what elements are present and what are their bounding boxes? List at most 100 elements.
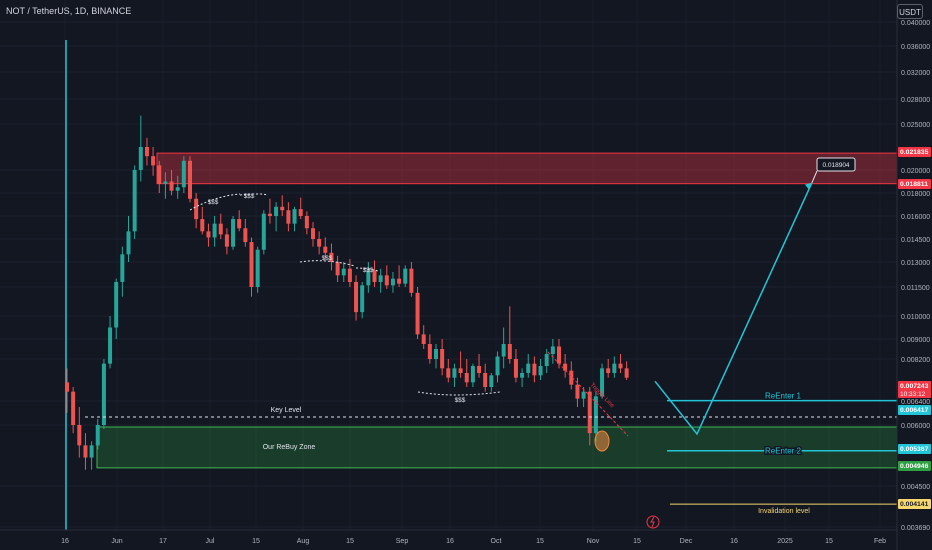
- target-connector: [811, 170, 818, 183]
- y-tick-label: 0.013000: [901, 260, 930, 267]
- candle-body: [397, 278, 402, 284]
- candle-body: [126, 231, 131, 255]
- candle-body: [520, 373, 525, 378]
- candle-body: [286, 210, 291, 224]
- liquidity-label: $$$: [322, 255, 333, 262]
- invalidation-label: Invalidation level: [758, 508, 810, 515]
- candle-body: [280, 206, 285, 211]
- candle-body: [71, 391, 76, 425]
- price-tag: [898, 499, 931, 509]
- candle-body: [144, 147, 149, 157]
- price-tag: [898, 444, 931, 454]
- candle-body: [427, 344, 432, 359]
- candle-body: [550, 346, 555, 354]
- candle-body: [120, 254, 125, 282]
- price-tag: [898, 381, 931, 398]
- candle-body: [267, 213, 272, 216]
- y-tick-label: 0.020000: [901, 168, 930, 175]
- candle-body: [255, 249, 260, 287]
- price-tag: [898, 461, 931, 471]
- candle-body: [231, 219, 236, 247]
- x-tick-label: 17: [159, 538, 167, 545]
- target-label: 0.018904: [822, 162, 849, 169]
- x-tick-label: Nov: [587, 538, 600, 545]
- candle-body: [624, 368, 629, 378]
- candle-body: [188, 160, 192, 199]
- candle-body: [323, 246, 328, 253]
- candle-body: [446, 368, 451, 378]
- candle-body: [513, 359, 518, 378]
- currency-button[interactable]: USDT: [897, 4, 923, 19]
- rebuy-zone: [96, 426, 898, 469]
- price-tag: [898, 147, 931, 157]
- candle-body: [421, 334, 426, 344]
- x-tick-label: Oct: [491, 538, 502, 545]
- candle-body: [224, 234, 229, 247]
- candle-body: [317, 239, 322, 247]
- candles: [65, 40, 629, 530]
- candle-body: [212, 223, 217, 238]
- liquidity-label: $$$: [208, 199, 219, 206]
- x-tick-label: 2025: [777, 538, 793, 545]
- candle-body: [409, 268, 414, 293]
- y-tick-label: 0.014500: [901, 237, 930, 244]
- liquidity-curve: [417, 391, 501, 396]
- price-tag-label: 0.006417: [900, 407, 929, 414]
- candle-body: [138, 147, 143, 170]
- candle-body: [157, 165, 162, 184]
- candle-body: [169, 181, 174, 191]
- candle-body: [452, 368, 457, 378]
- candle-body: [390, 278, 395, 286]
- candle-body: [298, 209, 303, 216]
- candle-body: [274, 206, 279, 216]
- candle-body: [243, 228, 248, 243]
- x-tick-label: Jul: [206, 538, 215, 545]
- candle-body: [329, 252, 334, 262]
- candle-body: [347, 268, 352, 282]
- chart-title: NOT / TetherUS, 1D, BINANCE: [6, 6, 132, 16]
- candle-body: [163, 181, 168, 184]
- candle-body: [526, 363, 531, 373]
- liquidity-curve: [189, 193, 241, 211]
- candle-body: [489, 375, 494, 387]
- candle-body: [464, 373, 469, 383]
- candle-body: [575, 384, 580, 399]
- price-tag: [898, 179, 931, 189]
- reenter-1-label: ReEnter 1: [765, 392, 802, 401]
- candle-body: [532, 363, 537, 376]
- candle-body: [311, 228, 315, 239]
- x-tick-label: Sep: [396, 538, 409, 545]
- price-axis-bg: [897, 0, 932, 550]
- lightning-icon: [646, 515, 660, 529]
- projection-path: [654, 182, 813, 436]
- y-tick-label: 0.036000: [901, 44, 930, 51]
- x-tick-label: 16: [446, 538, 454, 545]
- candle-body: [538, 366, 543, 376]
- candle-body: [507, 344, 512, 359]
- candle-body: [114, 282, 119, 328]
- y-tick-label: 0.004500: [901, 484, 930, 491]
- annotations: Key Level Our ReBuy Zone ReEnter 1 ReEnter …: [85, 157, 897, 529]
- target-label-box: [816, 157, 856, 172]
- candle-body: [458, 368, 463, 373]
- candle-body: [612, 363, 617, 373]
- candle-body: [218, 223, 223, 235]
- candle-body: [200, 219, 205, 232]
- y-tick-label: 0.006000: [901, 423, 930, 430]
- liquidity-curve: [299, 260, 356, 267]
- y-tick-label: 0.028000: [901, 97, 930, 104]
- candle-body: [569, 370, 574, 385]
- liquidity-label: $$$: [244, 193, 255, 200]
- candle-body: [593, 396, 598, 434]
- candle-body: [415, 292, 420, 335]
- candle-body: [501, 344, 506, 357]
- y-tick-label: 0.010000: [901, 314, 930, 321]
- candle-body: [483, 373, 488, 387]
- liquidity-curve: [239, 193, 269, 196]
- candle-body: [194, 198, 199, 220]
- candle-body: [175, 187, 180, 191]
- candle-body: [65, 382, 69, 392]
